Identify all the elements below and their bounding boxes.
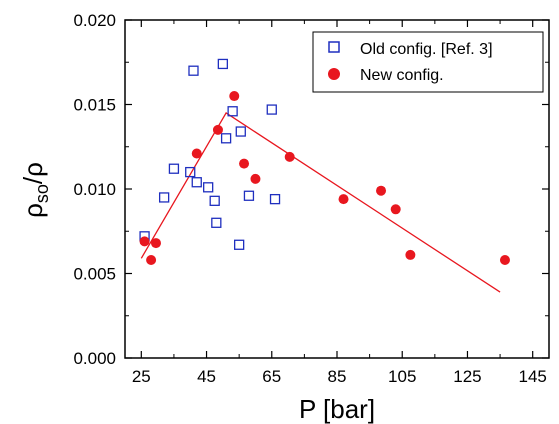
data-point-new-config xyxy=(250,173,261,184)
x-tick-label: 45 xyxy=(197,367,216,386)
data-point-new-config xyxy=(191,148,202,159)
data-point-old-config xyxy=(243,190,255,201)
fit-line-group xyxy=(140,112,501,293)
data-point-old-config xyxy=(234,239,245,250)
x-tick-label: 125 xyxy=(453,367,481,386)
data-point-old-config xyxy=(191,177,202,188)
data-point-old-config xyxy=(209,195,220,206)
data-point-new-config xyxy=(212,124,223,135)
legend-label-old-config: Old config. [Ref. 3] xyxy=(360,41,493,58)
data-point-new-config xyxy=(405,249,416,260)
data-point-old-config xyxy=(269,193,281,205)
y-tick-label: 0.010 xyxy=(73,180,116,199)
y-tick-label: 0.020 xyxy=(73,11,116,30)
data-point-old-config xyxy=(188,65,199,76)
x-tick-label: 65 xyxy=(262,367,281,386)
y-axis-title: ρso/ρ xyxy=(18,162,52,218)
x-tick-label: 85 xyxy=(328,367,347,386)
data-point-old-config xyxy=(203,182,214,193)
x-axis-title: P [bar] xyxy=(299,394,375,424)
y-axis-title-main: ρ xyxy=(18,203,48,218)
legend-label-new-config: New config. xyxy=(360,67,444,84)
data-point-new-config xyxy=(390,204,401,215)
data-point-old-config xyxy=(220,133,232,144)
data-point-old-config xyxy=(168,163,180,174)
data-point-old-config xyxy=(211,217,222,228)
data-point-new-config xyxy=(284,151,295,162)
y-tick-label: 0.015 xyxy=(73,96,116,115)
y-tick-label: 0.000 xyxy=(73,349,116,368)
legend: Old config. [Ref. 3] New config. xyxy=(312,31,544,93)
y-axis-title-rest: /ρ xyxy=(18,162,48,184)
axes: 25 45 65 85 105 125 145 0.000 0.005 0.010 0.015 0.0… xyxy=(73,11,550,386)
data-point-old-config xyxy=(185,166,196,178)
data-point-new-config xyxy=(139,236,150,247)
data-point-new-config xyxy=(239,158,250,169)
data-point-new-config xyxy=(499,254,510,265)
fit-line xyxy=(140,112,501,293)
x-tick-label: 145 xyxy=(519,367,547,386)
data-point-new-config xyxy=(150,238,161,249)
data-point-old-config xyxy=(235,126,246,137)
data-point-old-config xyxy=(266,104,277,115)
legend-box xyxy=(312,31,544,93)
data-point-old-config xyxy=(158,192,170,203)
data-point-new-config xyxy=(146,254,157,265)
x-tick-label: 25 xyxy=(132,367,151,386)
data-point-new-config xyxy=(338,194,349,205)
y-axis-title-sub: so xyxy=(32,184,52,203)
legend-marker-old-config xyxy=(328,41,340,53)
data-point-old-config xyxy=(217,58,228,70)
x-tick-label: 105 xyxy=(388,367,416,386)
data-point-old-config xyxy=(227,106,238,117)
data-marks xyxy=(139,58,510,265)
data-point-new-config xyxy=(376,185,387,196)
legend-marker-new-config xyxy=(328,68,340,80)
y-tick-label: 0.005 xyxy=(73,265,116,284)
data-point-new-config xyxy=(229,91,240,102)
